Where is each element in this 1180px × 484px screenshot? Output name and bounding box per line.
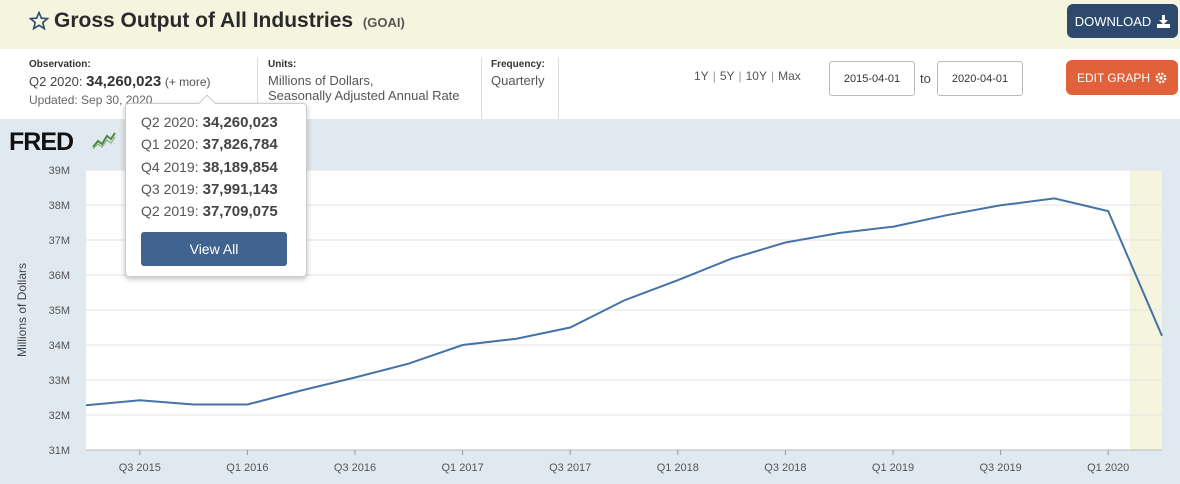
y-tick-label: 37M [49, 235, 70, 247]
gear-icon [1155, 72, 1167, 83]
download-icon [1157, 14, 1171, 28]
more-observations-link[interactable]: (+ more) [164, 75, 211, 89]
to-label: to [920, 71, 931, 86]
divider [558, 57, 559, 119]
popup-value: 38,189,854 [202, 159, 278, 176]
popup-period: Q2 2019: [141, 203, 199, 219]
download-button[interactable]: DOWNLOAD [1067, 4, 1178, 38]
popup-row: Q4 2019: 38,189,854 [141, 159, 278, 176]
frequency-label: Frequency: [491, 59, 545, 70]
observation-block: Observation: Q2 2020: 34,260,023 (+ more… [29, 59, 211, 107]
divider [481, 57, 482, 119]
y-tick-label: 36M [49, 270, 70, 282]
x-tick-label: Q3 2016 [334, 462, 376, 474]
fred-logo: FRED [9, 128, 74, 156]
observation-period: Q2 2020: [29, 74, 83, 89]
popup-row: Q2 2020: 34,260,023 [141, 114, 278, 131]
popup-value: 37,826,784 [202, 136, 278, 153]
x-tick-label: Q1 2020 [1087, 462, 1129, 474]
x-tick-label: Q1 2018 [657, 462, 699, 474]
units-line-1: Millions of Dollars, [268, 73, 374, 88]
units-label: Units: [268, 59, 297, 70]
observation-label: Observation: [29, 59, 91, 70]
range-selector: 1Y | 5Y | 10Y | Max [694, 69, 801, 83]
series-line [85, 197, 1163, 407]
observation-value: 34,260,023 [86, 73, 162, 90]
y-tick-label: 32M [49, 410, 70, 422]
page-title: Gross Output of All Industries (GOAI) [54, 9, 405, 33]
range-max[interactable]: Max [778, 69, 801, 83]
range-10y[interactable]: 10Y [745, 69, 767, 83]
series-id: (GOAI) [362, 15, 405, 30]
updated-date: Updated: Sep 30, 2020 [29, 93, 153, 107]
y-tick-label: 33M [49, 375, 70, 387]
popup-period: Q3 2019: [141, 181, 199, 197]
view-all-button[interactable]: View All [141, 232, 287, 266]
y-tick-label: 38M [49, 200, 70, 212]
x-tick-label: Q1 2016 [226, 462, 268, 474]
download-label: DOWNLOAD [1074, 13, 1152, 29]
units-line-2: Seasonally Adjusted Annual Rate [268, 88, 460, 103]
x-tick-label: Q3 2018 [764, 462, 806, 474]
range-5y[interactable]: 5Y [719, 69, 735, 83]
y-tick-label: 31M [49, 445, 70, 457]
range-1y[interactable]: 1Y [694, 69, 709, 83]
frequency-block: Frequency: Quarterly [491, 59, 545, 88]
start-date-input[interactable]: 2015-04-01 [829, 61, 915, 96]
edit-graph-label: EDIT GRAPH [1076, 70, 1151, 85]
y-tick-label: 35M [49, 305, 70, 317]
popup-period: Q2 2020: [141, 114, 199, 130]
x-tick-label: Q3 2015 [119, 462, 161, 474]
frequency-value: Quarterly [491, 73, 545, 88]
x-tick-label: Q3 2017 [549, 462, 591, 474]
popup-period: Q4 2019: [141, 159, 199, 175]
series-title: Gross Output of All Industries [54, 9, 354, 32]
star-outline-icon[interactable] [29, 11, 49, 31]
y-tick-label: 39M [49, 165, 70, 177]
metadata-bar: Observation: Q2 2020: 34,260,023 (+ more… [0, 49, 1180, 119]
units-block: Units: Millions of Dollars, Seasonally A… [268, 59, 460, 103]
divider [257, 57, 258, 119]
x-tick-label: Q1 2017 [441, 462, 483, 474]
popup-period: Q1 2020: [141, 136, 199, 152]
observations-popup: Q2 2020: 34,260,023 Q1 2020: 37,826,784 Q4… [125, 94, 307, 277]
fred-chart-icon [92, 132, 116, 150]
end-date-input[interactable]: 2020-04-01 [937, 61, 1023, 96]
popup-value: 37,991,143 [202, 181, 278, 198]
popup-row: Q1 2020: 37,826,784 [141, 136, 278, 153]
y-axis-label: Millions of Dollars [15, 263, 29, 357]
x-tick-label: Q3 2019 [979, 462, 1021, 474]
edit-graph-button[interactable]: EDIT GRAPH [1066, 60, 1178, 95]
x-tick-label: Q1 2019 [872, 462, 914, 474]
popup-value: 37,709,075 [202, 203, 278, 220]
popup-row: Q3 2019: 37,991,143 [141, 181, 278, 198]
popup-value: 34,260,023 [202, 114, 278, 131]
popup-row: Q2 2019: 37,709,075 [141, 203, 278, 220]
header-bar [0, 0, 1180, 49]
y-tick-label: 34M [49, 340, 70, 352]
